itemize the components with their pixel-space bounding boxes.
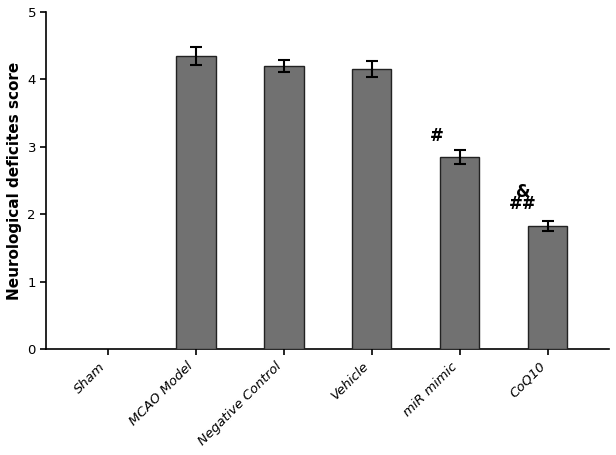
Text: #: # (430, 127, 444, 145)
Bar (528, 226, 567, 349)
Bar (352, 69, 392, 349)
Text: ##: ## (509, 195, 537, 213)
Y-axis label: Neurological deficites score: Neurological deficites score (7, 61, 22, 300)
Text: &: & (516, 183, 530, 201)
Bar (176, 56, 216, 349)
Bar (264, 66, 304, 349)
Bar (440, 157, 479, 349)
